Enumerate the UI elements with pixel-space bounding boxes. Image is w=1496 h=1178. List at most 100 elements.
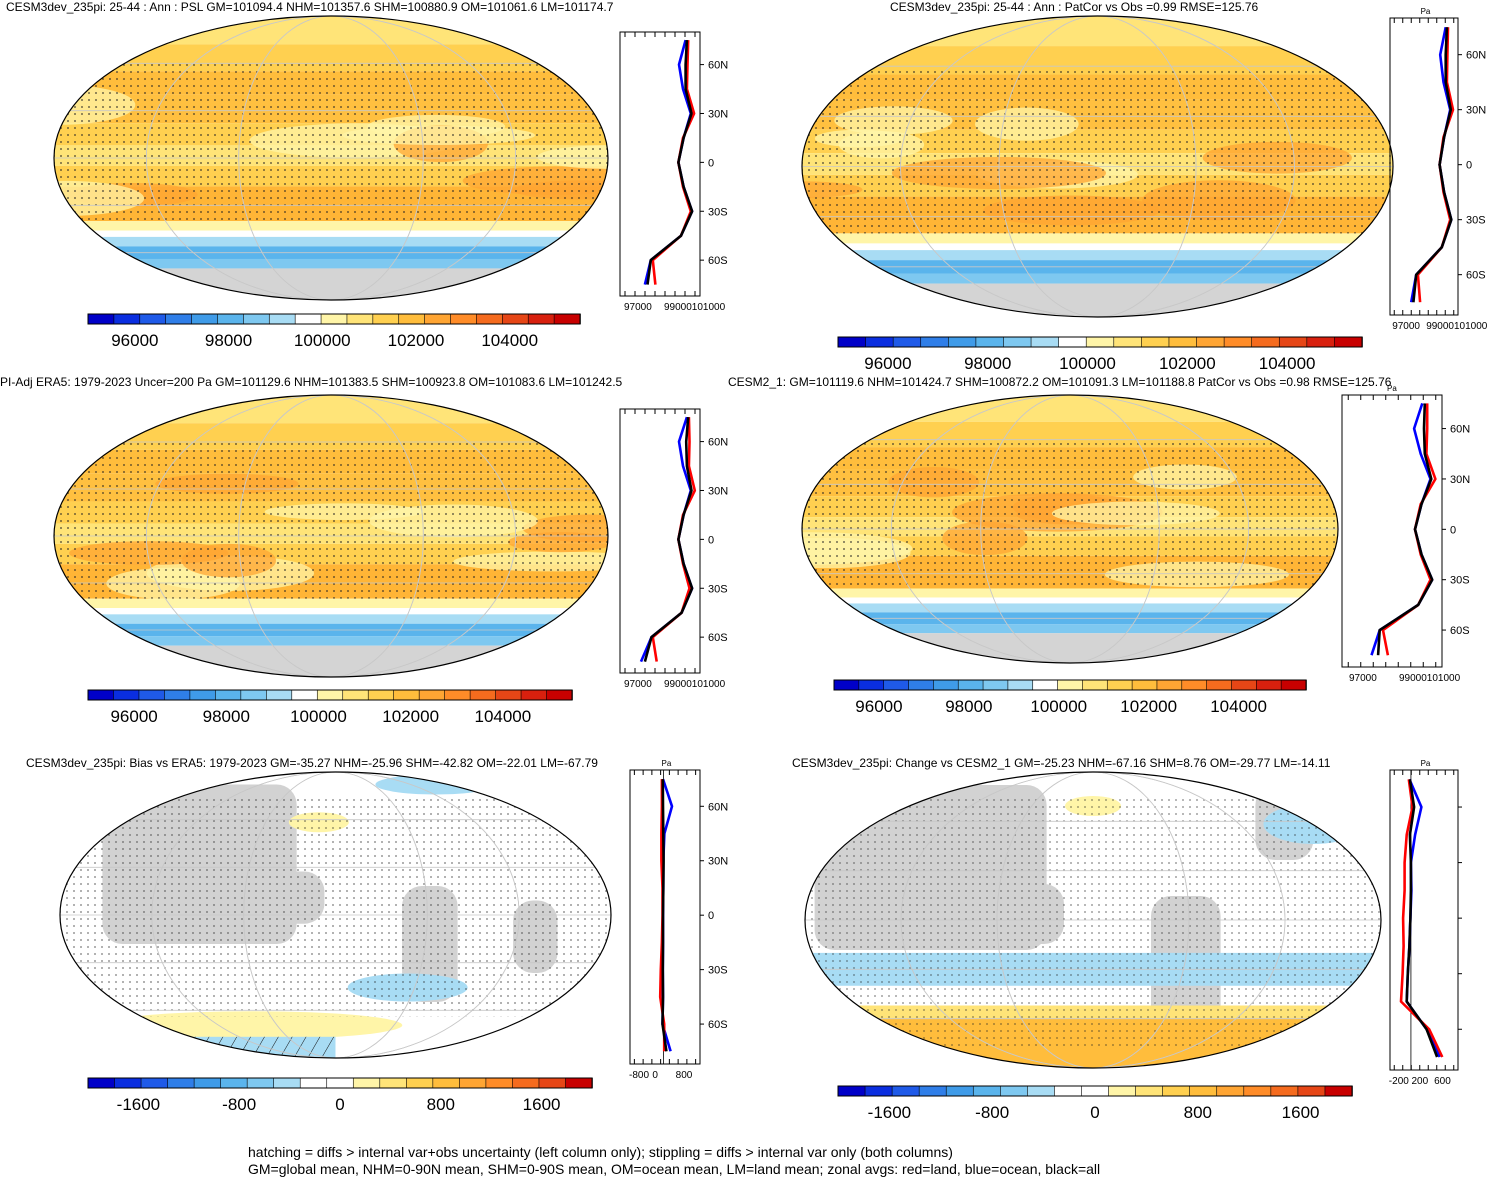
value-tick-label: 99000101000: [1399, 673, 1461, 684]
colorbar-swatch: [138, 689, 166, 701]
colorbar-label: 96000: [864, 354, 911, 373]
colorbar-label: -1600: [868, 1103, 911, 1122]
land-zonal-line: [651, 417, 697, 662]
value-tick-label: 0: [652, 1070, 658, 1081]
lat-label: 30S: [708, 965, 728, 977]
value-tick-label: 97000: [1392, 321, 1420, 332]
colorbar-swatch: [326, 1077, 355, 1089]
colorbar-swatch: [1206, 679, 1233, 691]
map-plot: [53, 394, 609, 678]
map-outline: [59, 771, 612, 1059]
colorbar-swatch: [933, 679, 960, 691]
colorbar-swatch: [346, 313, 374, 325]
pressure-band: [54, 258, 608, 269]
panel-model-patcor: CESM3dev_235pi: 25-44 : Ann : PatCor vs …: [748, 0, 1496, 373]
colorbar-swatch: [372, 313, 400, 325]
colorbar-swatch: [908, 679, 935, 691]
colorbar-swatch: [1223, 336, 1253, 348]
colorbar-swatch: [379, 1077, 408, 1089]
pressure-band: [54, 395, 608, 424]
all-zonal-line: [643, 416, 694, 662]
lat-label: 60S: [708, 632, 728, 644]
pressure-band: [54, 230, 608, 237]
colorbar-swatch: [1256, 679, 1282, 691]
pressure-band: [54, 598, 608, 609]
unit-label: Pa: [1421, 759, 1431, 768]
lat-label: 30S: [1466, 215, 1486, 227]
lat-label: 60N: [708, 60, 728, 72]
map-outline: [53, 15, 609, 301]
value-tick-label: 99000101000: [1426, 321, 1488, 332]
lat-label: 60S: [708, 255, 728, 267]
panel-cesm2: CESM2_1: GM=101119.6 NHM=101424.7 SHM=10…: [728, 375, 1496, 716]
colorbar-swatch: [1231, 679, 1258, 691]
colorbar-swatch: [957, 679, 984, 691]
pressure-band: [54, 268, 608, 300]
colorbar-swatch: [1278, 336, 1308, 348]
colorbar-label: -1600: [117, 1095, 160, 1114]
map-plot: [804, 771, 1382, 1069]
land-zonal-line: [1381, 403, 1437, 656]
colorbar-swatch: [1081, 1085, 1110, 1097]
colorbar-swatch: [565, 1077, 593, 1089]
colorbar-swatch: [1000, 1085, 1029, 1097]
colorbar-swatch: [920, 336, 950, 348]
lat-label: 0: [708, 157, 714, 169]
pressure-band: [802, 243, 1393, 251]
pressure-band: [802, 250, 1393, 261]
pressure-band: [802, 395, 1338, 422]
value-tick-label: -200: [1389, 1076, 1409, 1087]
colorbar-swatch: [502, 313, 530, 325]
colorbar-swatch: [1027, 1085, 1056, 1097]
colorbar-swatch: [316, 689, 344, 701]
panel-change: CESM3dev_235pi: Change vs CESM2_1 GM=-25…: [748, 752, 1496, 1127]
map-plot: [59, 771, 612, 1059]
colorbar-frame: [837, 1085, 1353, 1097]
lat-label: 60S: [1466, 270, 1486, 282]
lat-label: 30S: [1450, 575, 1470, 587]
land-zonal-line: [1399, 779, 1444, 1058]
pressure-band: [802, 633, 1338, 663]
panel-bias: CESM3dev_235pi: Bias vs ERA5: 1979-2023 …: [0, 752, 740, 1127]
zonal-mean-plot: Pa -200 200 600: [1389, 759, 1462, 1087]
colorbar-swatch: [982, 679, 1009, 691]
colorbar-swatch: [294, 313, 322, 325]
map-plot: [801, 15, 1394, 318]
colorbar-swatch: [114, 1077, 142, 1089]
colorbar-swatch: [1162, 1085, 1191, 1097]
colorbar-swatch: [320, 313, 348, 325]
colorbar-label: 96000: [855, 697, 902, 716]
colorbar-swatch: [837, 336, 867, 348]
colorbar-swatch: [892, 336, 922, 348]
colorbar-swatch: [945, 1085, 975, 1097]
colorbar-swatch: [424, 313, 452, 325]
colorbar-swatch: [1141, 336, 1170, 348]
colorbar-label: 104000: [481, 331, 538, 350]
colorbar-frame: [87, 689, 573, 701]
value-tick-label: 99000101000: [664, 302, 726, 313]
colorbar-label: 100000: [1030, 697, 1087, 716]
colorbar-swatch: [291, 689, 319, 701]
unit-label: Pa: [1421, 7, 1431, 16]
zonal-mean-plot: Pa 60N 30N 0 30S 60S 97000 99000101000: [1341, 384, 1470, 684]
all-zonal-line: [646, 40, 694, 285]
lat-label: 0: [708, 534, 714, 546]
pressure-band: [802, 283, 1393, 317]
stippling: [60, 799, 611, 1017]
stippling: [805, 794, 1381, 1049]
pressure-band: [802, 273, 1393, 284]
map-plot: [53, 15, 609, 301]
colorbar-swatch: [1085, 336, 1115, 348]
colorbar-label: 100000: [294, 331, 351, 350]
colorbar-label: 102000: [388, 331, 445, 350]
colorbar-label: -800: [975, 1103, 1009, 1122]
colorbar-swatch: [972, 1085, 1002, 1097]
colorbar-label: 102000: [1159, 354, 1216, 373]
colorbar-swatch: [1270, 1085, 1299, 1097]
panel-title: CESM2_1: GM=101119.6 NHM=101424.7 SHM=10…: [728, 375, 1392, 389]
colorbar: 96000 98000 100000 102000 104000: [87, 689, 573, 726]
lat-label: 0: [708, 910, 714, 922]
colorbar-swatch: [246, 1077, 275, 1089]
colorbar-swatch: [1003, 336, 1032, 348]
panel-title: CESM3dev_235pi: Change vs CESM2_1 GM=-25…: [792, 756, 1331, 770]
